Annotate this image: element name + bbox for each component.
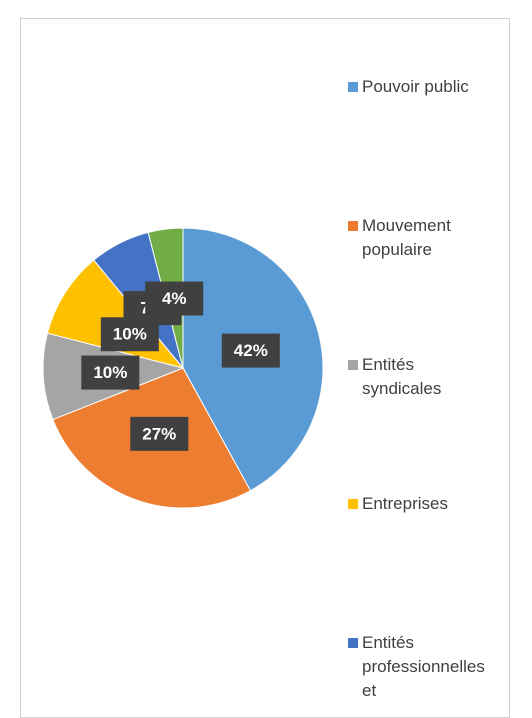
data-label: 42%: [221, 333, 280, 368]
legend-swatch: [348, 360, 358, 370]
data-label: 4%: [145, 281, 204, 316]
legend-item: Mouvement populaire: [348, 214, 498, 262]
data-label-box: [130, 416, 189, 451]
legend-swatch: [348, 221, 358, 231]
legend-item: Entités professionnelles et: [348, 631, 498, 703]
chart: 42%27%10%10%7%4%: [42, 227, 324, 509]
legend-swatch: [348, 638, 358, 648]
legend-label: Entreprises: [362, 494, 448, 513]
legend-label: Mouvement populaire: [362, 216, 451, 259]
data-label-text: 27%: [142, 424, 176, 443]
data-label-box: [221, 333, 280, 368]
legend-item: Pouvoir public: [348, 75, 498, 99]
legend-label: Pouvoir public: [362, 77, 469, 96]
data-label: 27%: [130, 416, 189, 451]
data-label-text: 10%: [113, 325, 147, 344]
data-label-text: 42%: [234, 341, 268, 360]
data-label-box: [81, 355, 140, 390]
legend-swatch: [348, 82, 358, 92]
legend-label: Entités syndicales: [362, 355, 442, 398]
page: 42%27%10%10%7%4% Pouvoir publicMouvement…: [20, 18, 510, 718]
legend-swatch: [348, 499, 358, 509]
legend-item: Entités syndicales: [348, 353, 498, 401]
legend-item: Entreprises: [348, 492, 498, 516]
data-label-box: [145, 281, 204, 316]
data-label-text: 4%: [162, 289, 187, 308]
data-label-text: 10%: [93, 363, 127, 382]
data-label: 10%: [81, 355, 140, 390]
legend-label: Entités professionnelles et: [362, 633, 485, 700]
